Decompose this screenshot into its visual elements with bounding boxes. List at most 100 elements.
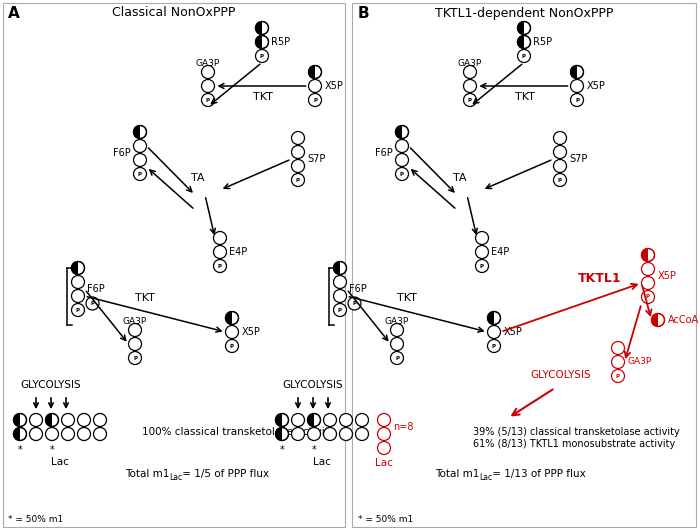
Circle shape	[333, 289, 346, 303]
Circle shape	[71, 261, 85, 275]
Circle shape	[377, 413, 391, 427]
Text: Lac: Lac	[375, 458, 393, 468]
Text: R5P: R5P	[272, 37, 290, 47]
Circle shape	[214, 232, 227, 244]
Text: X5P: X5P	[657, 271, 676, 281]
Circle shape	[225, 325, 239, 339]
Text: *: *	[312, 445, 316, 455]
Wedge shape	[309, 66, 315, 78]
Circle shape	[333, 276, 346, 288]
Text: P: P	[90, 301, 94, 306]
Circle shape	[333, 261, 346, 275]
Circle shape	[554, 173, 566, 187]
Text: 39% (5/13) classical transketolase activity: 39% (5/13) classical transketolase activ…	[473, 427, 680, 437]
Circle shape	[309, 93, 321, 107]
Circle shape	[29, 428, 43, 440]
Circle shape	[276, 428, 288, 440]
Wedge shape	[256, 36, 262, 49]
Circle shape	[377, 441, 391, 455]
Text: E4P: E4P	[230, 247, 248, 257]
Text: F6P: F6P	[349, 284, 368, 294]
Text: GLYCOLYSIS: GLYCOLYSIS	[530, 370, 591, 380]
Wedge shape	[517, 22, 524, 34]
Circle shape	[276, 413, 288, 427]
Text: P: P	[76, 307, 80, 313]
Circle shape	[570, 80, 584, 93]
Text: = 1/5 of PPP flux: = 1/5 of PPP flux	[179, 469, 269, 479]
Text: GLYCOLYSIS: GLYCOLYSIS	[20, 380, 80, 390]
Text: *: *	[279, 445, 284, 455]
Text: *: *	[18, 445, 22, 455]
Circle shape	[612, 356, 624, 368]
Circle shape	[463, 80, 477, 93]
Circle shape	[256, 36, 269, 49]
Circle shape	[323, 413, 337, 427]
Circle shape	[62, 428, 74, 440]
Circle shape	[46, 428, 59, 440]
Text: TKTL1-dependent NonOxPPP: TKTL1-dependent NonOxPPP	[435, 6, 613, 20]
Circle shape	[641, 262, 654, 276]
Text: n=8: n=8	[393, 421, 414, 431]
Wedge shape	[71, 261, 78, 275]
Text: P: P	[558, 178, 562, 182]
Circle shape	[570, 66, 584, 78]
Circle shape	[333, 304, 346, 316]
Circle shape	[94, 428, 106, 440]
Circle shape	[348, 297, 361, 310]
Circle shape	[391, 351, 403, 365]
Text: P: P	[296, 178, 300, 182]
Text: Lac: Lac	[479, 473, 492, 482]
Text: X5P: X5P	[325, 81, 344, 91]
Text: Lac: Lac	[51, 457, 69, 467]
Text: AcCoA: AcCoA	[668, 315, 699, 325]
Text: X5P: X5P	[241, 327, 260, 337]
Circle shape	[225, 312, 239, 324]
Text: P: P	[338, 307, 342, 313]
Wedge shape	[134, 126, 140, 138]
Circle shape	[202, 66, 214, 78]
Circle shape	[487, 312, 500, 324]
Circle shape	[641, 249, 654, 261]
Circle shape	[517, 22, 531, 34]
Circle shape	[641, 290, 654, 304]
Circle shape	[307, 428, 321, 440]
Text: GA3P: GA3P	[458, 59, 482, 68]
Circle shape	[309, 80, 321, 93]
Circle shape	[323, 428, 337, 440]
Text: S7P: S7P	[307, 154, 326, 164]
Circle shape	[202, 80, 214, 93]
Circle shape	[487, 340, 500, 352]
Wedge shape	[46, 413, 52, 427]
Text: = 1/13 of PPP flux: = 1/13 of PPP flux	[489, 469, 586, 479]
Circle shape	[225, 340, 239, 352]
Circle shape	[554, 146, 566, 158]
Text: P: P	[313, 98, 317, 102]
Text: Classical NonOxPPP: Classical NonOxPPP	[112, 6, 236, 20]
Text: TA: TA	[454, 173, 467, 183]
Wedge shape	[307, 413, 314, 427]
Text: TKT: TKT	[515, 92, 535, 102]
Text: 100% classical transketolase activity: 100% classical transketolase activity	[142, 427, 335, 437]
Text: P: P	[400, 172, 404, 176]
Text: GA3P: GA3P	[627, 358, 652, 367]
Text: Total m1: Total m1	[435, 469, 480, 479]
Circle shape	[652, 314, 664, 326]
Text: GA3P: GA3P	[385, 317, 409, 326]
Circle shape	[134, 167, 146, 181]
Circle shape	[13, 413, 27, 427]
Text: P: P	[206, 98, 210, 102]
Text: X5P: X5P	[503, 327, 522, 337]
Circle shape	[517, 49, 531, 63]
Wedge shape	[487, 312, 494, 324]
Circle shape	[391, 338, 403, 350]
Text: TKT: TKT	[397, 293, 417, 303]
Text: * = 50% m1: * = 50% m1	[358, 516, 413, 525]
Text: GA3P: GA3P	[123, 317, 147, 326]
Circle shape	[340, 428, 353, 440]
Circle shape	[517, 36, 531, 49]
Text: P: P	[492, 343, 496, 349]
Circle shape	[13, 428, 27, 440]
Wedge shape	[652, 314, 658, 326]
Text: TKT: TKT	[135, 293, 155, 303]
Circle shape	[214, 245, 227, 259]
